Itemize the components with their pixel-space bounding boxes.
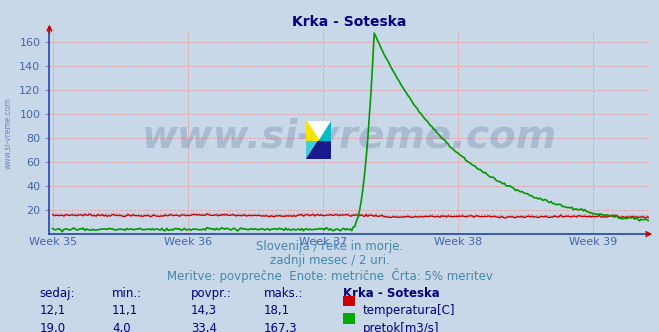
Text: 18,1: 18,1: [264, 304, 290, 317]
Text: www.si-vreme.com: www.si-vreme.com: [3, 97, 13, 169]
Text: www.si-vreme.com: www.si-vreme.com: [142, 117, 557, 155]
Title: Krka - Soteska: Krka - Soteska: [292, 15, 407, 29]
Polygon shape: [306, 121, 319, 140]
Text: 33,4: 33,4: [191, 322, 217, 332]
Text: 14,3: 14,3: [191, 304, 217, 317]
Text: 11,1: 11,1: [112, 304, 138, 317]
Text: 4,0: 4,0: [112, 322, 130, 332]
Text: min.:: min.:: [112, 287, 142, 300]
Text: temperatura[C]: temperatura[C]: [362, 304, 455, 317]
Text: Slovenija / reke in morje.: Slovenija / reke in morje.: [256, 240, 403, 253]
Text: povpr.:: povpr.:: [191, 287, 232, 300]
Text: Krka - Soteska: Krka - Soteska: [343, 287, 440, 300]
Polygon shape: [306, 140, 319, 159]
Polygon shape: [319, 121, 331, 140]
Polygon shape: [319, 140, 331, 159]
Text: 19,0: 19,0: [40, 322, 66, 332]
Text: zadnji mesec / 2 uri.: zadnji mesec / 2 uri.: [270, 254, 389, 267]
Text: 12,1: 12,1: [40, 304, 66, 317]
Text: maks.:: maks.:: [264, 287, 303, 300]
Text: pretok[m3/s]: pretok[m3/s]: [362, 322, 439, 332]
Polygon shape: [306, 140, 331, 159]
Text: 167,3: 167,3: [264, 322, 297, 332]
Text: Meritve: povprečne  Enote: metrične  Črta: 5% meritev: Meritve: povprečne Enote: metrične Črta:…: [167, 268, 492, 283]
Text: sedaj:: sedaj:: [40, 287, 75, 300]
